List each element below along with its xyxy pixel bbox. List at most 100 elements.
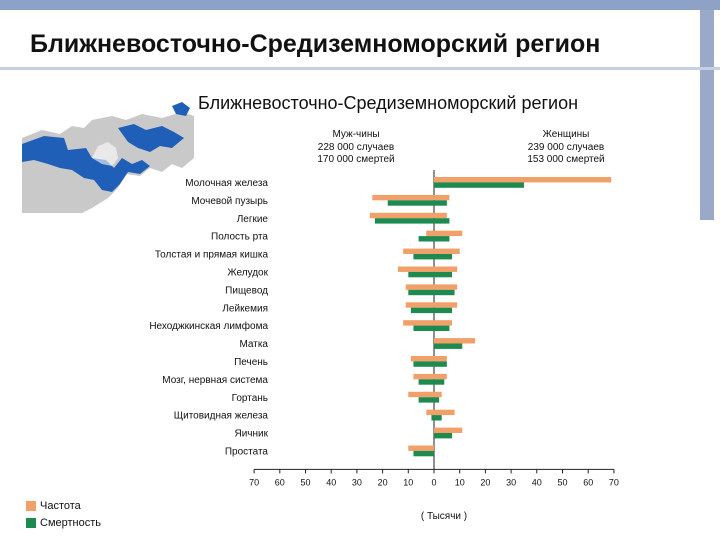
x-tick-label: 10 <box>403 477 413 487</box>
slide-side-decoration <box>700 10 714 220</box>
bar-male-incidence <box>408 445 434 451</box>
bar-female-mortality <box>434 200 447 206</box>
bar-female-mortality <box>434 182 524 188</box>
bar-male-incidence <box>403 248 434 254</box>
category-label: Мозг, нервная система <box>162 375 268 386</box>
category-label: Желудок <box>227 268 268 279</box>
bar-male-mortality <box>408 289 434 296</box>
bar-male-incidence <box>426 409 434 416</box>
bar-female-mortality <box>434 397 440 403</box>
bar-female-mortality <box>434 361 447 367</box>
bar-male-mortality <box>410 307 434 314</box>
category-label: Мочевой пузырь <box>191 196 268 207</box>
category-label: Печень <box>234 357 268 368</box>
legend-swatch-mortality <box>26 518 36 529</box>
group-cases-male: 228 000 случаев <box>318 142 394 153</box>
bar-female-incidence <box>434 212 447 219</box>
group-title-male: Муж-чины <box>332 129 379 140</box>
bar-female-incidence <box>434 409 455 416</box>
bar-female-incidence <box>434 177 612 183</box>
bar-female-incidence <box>434 194 450 201</box>
x-tick-label: 30 <box>506 477 516 487</box>
bar-male-incidence <box>405 284 434 290</box>
bar-female-incidence <box>434 302 458 308</box>
bar-female-incidence <box>434 284 458 290</box>
bar-female-incidence <box>434 373 447 380</box>
legend-mortality: Смертность <box>26 517 101 529</box>
category-label: Яичник <box>234 429 268 440</box>
bar-male-mortality <box>413 450 434 457</box>
category-label: Гортань <box>232 393 268 404</box>
category-label: Щитовидная железа <box>174 411 269 422</box>
legend-incidence: Частота <box>26 500 81 512</box>
bar-female-mortality <box>434 343 463 349</box>
x-tick-label: 50 <box>300 477 310 487</box>
bar-male-incidence <box>410 356 434 362</box>
slide-title: Ближневосточно-Средиземноморский регион <box>30 30 601 58</box>
x-tick-label: 10 <box>455 477 465 487</box>
bar-female-mortality <box>434 379 445 385</box>
x-tick-label: 20 <box>378 477 388 487</box>
bar-female-incidence <box>434 356 447 362</box>
bar-male-incidence <box>408 391 434 398</box>
bar-male-incidence <box>398 266 434 272</box>
region-map <box>22 98 194 213</box>
bar-female-mortality <box>434 254 452 260</box>
bar-female-mortality <box>434 433 452 439</box>
x-tick-label: 40 <box>532 477 542 487</box>
bar-male-incidence <box>372 194 434 201</box>
bar-male-mortality <box>418 236 434 242</box>
bar-male-mortality <box>413 325 434 331</box>
category-label: Пищевод <box>225 285 268 296</box>
bar-male-incidence <box>413 373 434 380</box>
bar-female-mortality <box>434 415 442 421</box>
x-tick-label: 50 <box>557 477 567 487</box>
bar-male-incidence <box>426 230 434 237</box>
category-label: Простата <box>225 447 269 458</box>
bar-female-incidence <box>434 391 442 398</box>
bar-female-incidence <box>434 320 452 326</box>
bar-male-incidence <box>369 212 434 219</box>
title-rule <box>0 67 720 70</box>
top-band <box>0 0 720 10</box>
bar-female-incidence <box>434 266 458 272</box>
category-label: Лейкемия <box>222 303 268 314</box>
category-label: Матка <box>239 339 268 350</box>
chart-title: Ближневосточно-Средиземноморский регион <box>198 93 579 113</box>
bar-female-mortality <box>434 307 452 314</box>
category-label: Молочная железа <box>185 178 268 189</box>
x-tick-label: 20 <box>480 477 490 487</box>
group-deaths-female: 153 000 смертей <box>527 154 604 165</box>
bar-female-mortality <box>434 236 450 242</box>
bar-female-mortality <box>434 271 452 278</box>
bar-male-mortality <box>431 415 434 421</box>
bar-female-mortality <box>434 325 450 331</box>
bar-male-incidence <box>405 302 434 308</box>
bar-male-mortality <box>413 361 434 367</box>
bar-female-incidence <box>434 338 476 344</box>
bar-female-mortality <box>434 289 455 296</box>
bar-male-mortality <box>387 200 434 206</box>
bar-male-mortality <box>413 254 434 260</box>
x-tick-label: 60 <box>583 477 593 487</box>
category-label: Легкие <box>237 214 269 225</box>
legend-label-incidence: Частота <box>40 500 81 512</box>
bar-female-mortality <box>434 218 450 224</box>
x-tick-label: 70 <box>249 477 259 487</box>
x-tick-label: 70 <box>609 477 619 487</box>
x-tick-label: 0 <box>431 477 436 487</box>
bar-female-incidence <box>434 427 463 433</box>
bar-female-incidence <box>434 248 460 254</box>
legend-swatch-incidence <box>26 501 36 512</box>
bar-male-incidence <box>403 320 434 326</box>
group-cases-female: 239 000 случаев <box>528 142 604 153</box>
bar-male-mortality <box>418 397 434 403</box>
category-label: Толстая и прямая кишка <box>155 250 269 261</box>
category-label: Неходжкинская лимфома <box>149 320 268 332</box>
category-label: Полость рта <box>211 232 268 243</box>
group-title-female: Женщины <box>543 129 590 140</box>
bar-female-incidence <box>434 230 463 237</box>
bar-male-mortality <box>418 379 434 385</box>
bar-male-mortality <box>408 271 434 278</box>
